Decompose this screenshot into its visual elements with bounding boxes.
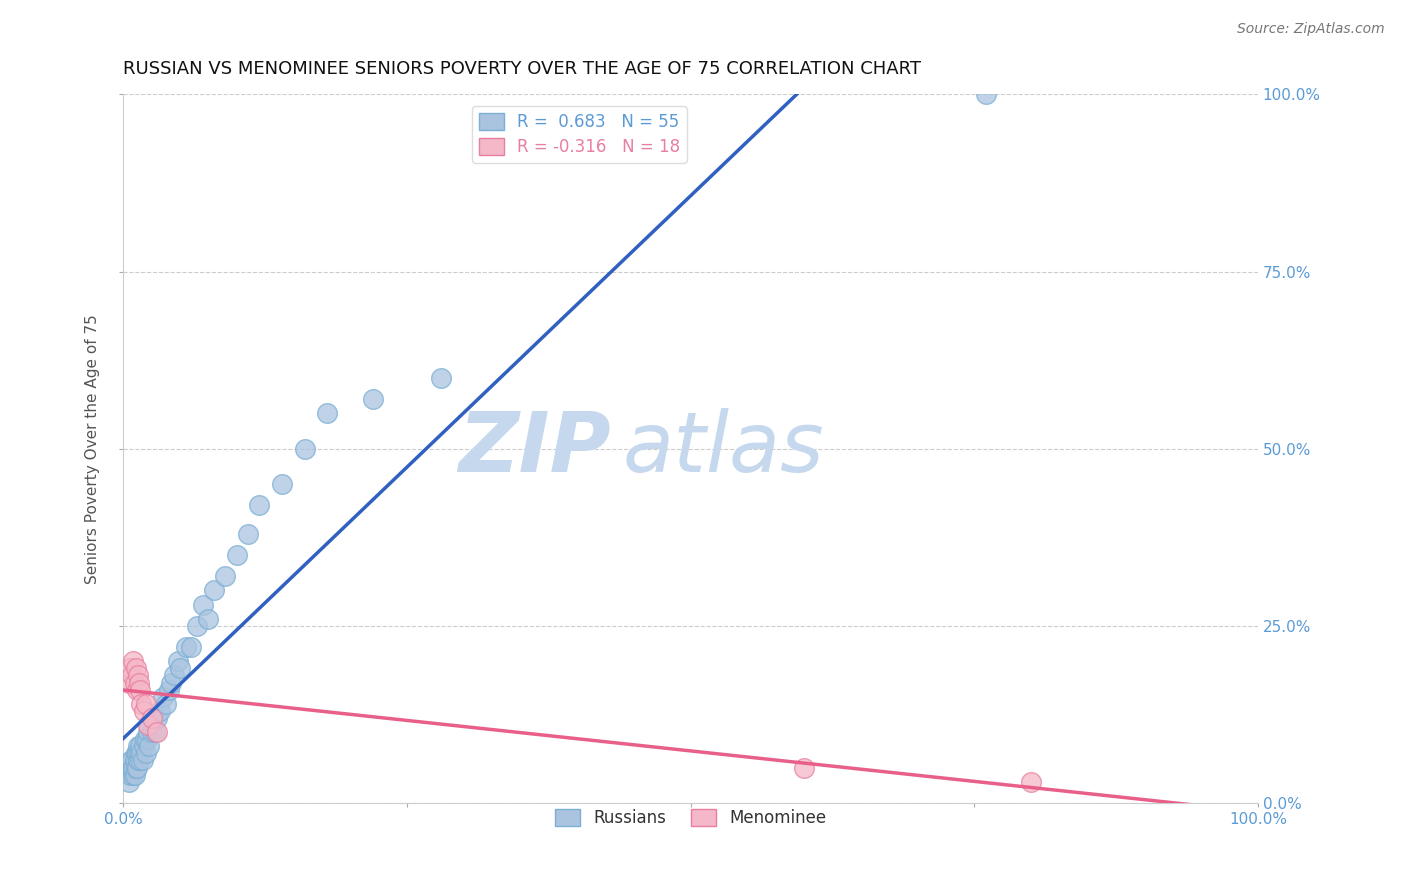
Point [121, 760, 143, 774]
Point [125, 661, 148, 675]
Point [247, 499, 270, 513]
Point [169, 661, 191, 675]
Text: ZIP: ZIP [458, 409, 612, 489]
Point [236, 526, 259, 541]
Point [191, 598, 214, 612]
Point [121, 754, 143, 768]
Point [146, 711, 169, 725]
Point [129, 682, 152, 697]
Point [132, 704, 155, 718]
Point [202, 583, 225, 598]
Point [163, 668, 186, 682]
Point [271, 477, 294, 491]
Point [225, 548, 247, 562]
Point [141, 711, 163, 725]
Point [118, 774, 141, 789]
Point [120, 760, 142, 774]
Point [118, 661, 141, 675]
Point [129, 754, 152, 768]
Point [152, 690, 174, 704]
Point [143, 725, 166, 739]
Point [1019, 774, 1042, 789]
Point [197, 612, 219, 626]
Point [974, 87, 997, 102]
Point [128, 675, 150, 690]
Point [134, 732, 156, 747]
Point [136, 732, 159, 747]
Point [122, 654, 145, 668]
Point [136, 718, 159, 732]
Point [136, 725, 159, 739]
Point [127, 668, 149, 682]
Text: RUSSIAN VS MENOMINEE SENIORS POVERTY OVER THE AGE OF 75 CORRELATION CHART: RUSSIAN VS MENOMINEE SENIORS POVERTY OVE… [124, 60, 921, 78]
Point [430, 371, 453, 385]
Point [125, 747, 148, 761]
Point [125, 747, 148, 761]
Point [135, 747, 157, 761]
Point [125, 760, 148, 774]
Point [124, 754, 146, 768]
Point [127, 754, 149, 768]
Point [146, 725, 169, 739]
Point [131, 697, 153, 711]
Legend: Russians, Menominee: Russians, Menominee [548, 802, 832, 834]
Text: Source: ZipAtlas.com: Source: ZipAtlas.com [1237, 22, 1385, 37]
Point [122, 767, 145, 781]
Point [124, 767, 146, 781]
Point [141, 725, 163, 739]
Point [121, 668, 143, 682]
Point [142, 711, 165, 725]
Point [316, 406, 339, 420]
Point [125, 682, 148, 697]
Point [294, 442, 316, 456]
Point [160, 675, 183, 690]
Point [120, 754, 142, 768]
Point [124, 675, 146, 690]
Point [131, 747, 153, 761]
Point [132, 739, 155, 754]
Point [118, 767, 141, 781]
Point [214, 569, 236, 583]
Y-axis label: Seniors Poverty Over the Age of 75: Seniors Poverty Over the Age of 75 [86, 314, 100, 583]
Point [148, 704, 170, 718]
Point [118, 675, 141, 690]
Point [127, 739, 149, 754]
Point [129, 739, 152, 754]
Point [122, 760, 145, 774]
Point [361, 392, 384, 406]
Point [186, 619, 208, 633]
Text: atlas: atlas [623, 409, 824, 489]
Point [180, 640, 202, 654]
Point [135, 697, 157, 711]
Point [131, 754, 153, 768]
Point [155, 697, 177, 711]
Point [157, 682, 180, 697]
Point [166, 654, 188, 668]
Point [793, 760, 815, 774]
Point [125, 760, 148, 774]
Point [174, 640, 197, 654]
Point [138, 739, 160, 754]
Point [128, 747, 150, 761]
